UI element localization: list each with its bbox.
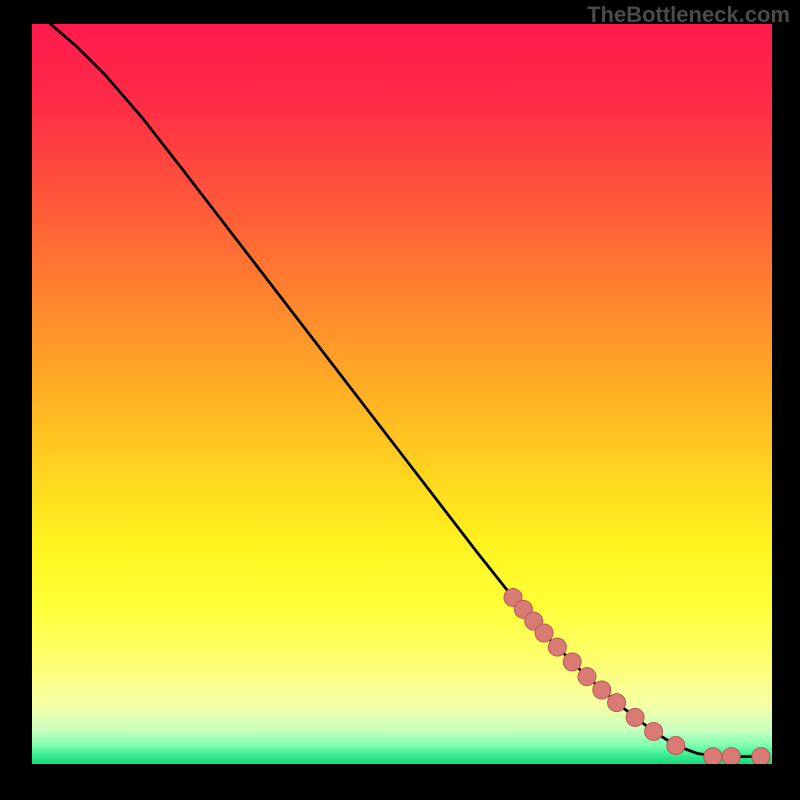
data-marker bbox=[548, 638, 566, 656]
chart-container: TheBottleneck.com bbox=[0, 0, 800, 800]
chart-svg bbox=[32, 24, 772, 764]
data-marker bbox=[752, 748, 770, 764]
data-marker bbox=[626, 708, 644, 726]
gradient-background bbox=[32, 24, 772, 764]
data-marker bbox=[578, 668, 596, 686]
watermark-text: TheBottleneck.com bbox=[587, 2, 790, 28]
data-marker bbox=[535, 624, 553, 642]
data-marker bbox=[704, 748, 722, 764]
data-marker bbox=[563, 653, 581, 671]
data-marker bbox=[593, 681, 611, 699]
data-marker bbox=[645, 722, 663, 740]
data-marker bbox=[667, 737, 685, 755]
plot-area bbox=[32, 24, 772, 764]
data-marker bbox=[722, 748, 740, 764]
data-marker bbox=[608, 694, 626, 712]
